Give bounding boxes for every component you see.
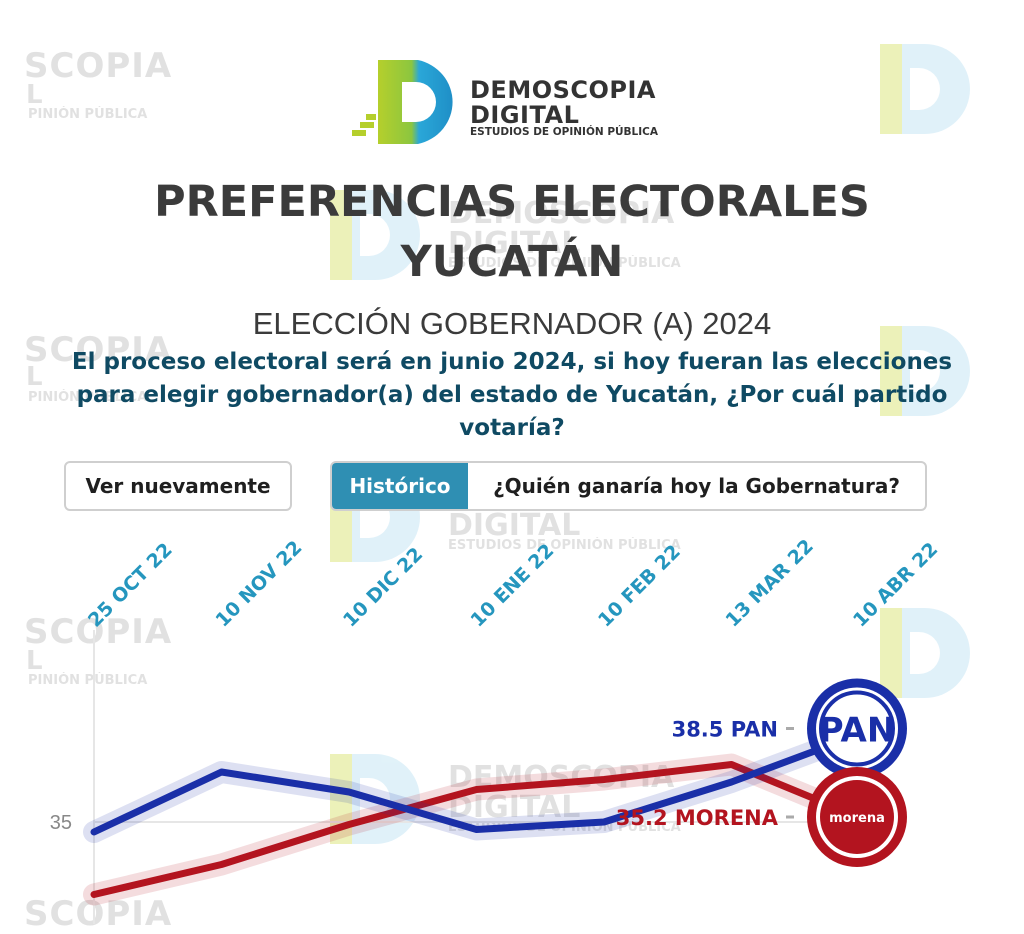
watermark-text: PINIÓN PÚBLICA	[28, 673, 148, 688]
series-line	[90, 731, 863, 836]
watermark-text: SCOPIA	[24, 330, 173, 370]
watermark-text: DIGITAL	[448, 226, 581, 261]
brand-tagline: ESTUDIOS DE OPINIÓN PÚBLICA	[470, 126, 658, 138]
tab-ganaria-hoy[interactable]: ¿Quién ganaría hoy la Gobernatura?	[493, 474, 900, 498]
watermark-text: ESTUDIOS DE OPINIÓN PÚBLICA	[448, 538, 681, 553]
party-emblem-label: morena	[829, 811, 885, 826]
party-emblem-label: PAN	[819, 711, 896, 751]
watermark-text: PINIÓN PÚBLICA	[28, 390, 148, 405]
data-label: 38.5 PAN	[672, 718, 778, 742]
series-line	[90, 761, 863, 898]
title-line-1: PREFERENCIAS ELECTORALES	[154, 177, 870, 227]
data-label: 35.2 MORENA	[616, 806, 779, 830]
y-axis-ticks: 35	[50, 812, 72, 834]
brand-logo: DEMOSCOPIA DIGITAL ESTUDIOS DE OPINIÓN P…	[352, 56, 672, 148]
x-tick-label: 10 ENE 22	[466, 540, 558, 632]
logo-mark-icon	[352, 60, 453, 144]
page-title: PREFERENCIAS ELECTORALES YUCATÁN	[0, 172, 1024, 292]
watermark-logo	[880, 608, 970, 698]
survey-question: El proceso electoral será en junio 2024,…	[71, 349, 953, 441]
watermark-text: SCOPIA	[24, 612, 173, 652]
watermark-text: DEMOSCOPIA	[448, 196, 675, 231]
watermark-text: PINIÓN PÚBLICA	[28, 107, 148, 122]
watermark-text: L	[26, 646, 44, 676]
watermark-text: SCOPIA	[24, 46, 173, 86]
page-subtitle: ELECCIÓN GOBERNADOR (A) 2024	[252, 306, 772, 341]
x-tick-label: 10 DIC 22	[339, 543, 427, 631]
y-tick-label: 35	[50, 812, 72, 834]
watermark-text: L	[26, 362, 44, 392]
x-tick-label: 25 OCT 22	[84, 539, 177, 632]
chart-series	[83, 723, 870, 906]
brand-name-line2: DIGITAL	[470, 101, 580, 129]
x-tick-label: 10 NOV 22	[211, 537, 306, 632]
watermark-text: DIGITAL	[448, 508, 581, 543]
end-labels: 38.5 PAN PAN 35.2 MORENA morena	[616, 678, 907, 867]
watermark-text: L	[26, 80, 44, 110]
watermark-logo	[880, 326, 970, 416]
watermark-text: ESTUDIOS DE OPINIÓN PÚBLICA	[448, 256, 681, 271]
view-toggle: Histórico ¿Quién ganaría hoy la Gobernat…	[330, 461, 927, 511]
watermark-text: DIGITAL	[448, 790, 581, 825]
x-tick-label: 10 ABR 22	[849, 538, 942, 631]
x-tick-label: 13 MAR 22	[721, 535, 817, 631]
title-line-2: YUCATÁN	[400, 237, 624, 287]
brand-name-line1: DEMOSCOPIA	[470, 76, 656, 104]
watermark-logo	[880, 44, 970, 134]
tab-historico[interactable]: Histórico	[332, 463, 468, 509]
line-chart: 25 OCT 22 10 NOV 22 10 DIC 22 10 ENE 22 10 F…	[50, 535, 942, 924]
watermark-logo	[330, 190, 420, 280]
x-axis-ticks: 25 OCT 22 10 NOV 22 10 DIC 22 10 ENE 22 10 F…	[84, 535, 942, 631]
x-tick-label: 10 FEB 22	[594, 541, 685, 632]
party-emblem-inner	[820, 780, 894, 854]
party-emblem-inner	[819, 690, 895, 767]
replay-button[interactable]: Ver nuevamente	[64, 461, 292, 511]
